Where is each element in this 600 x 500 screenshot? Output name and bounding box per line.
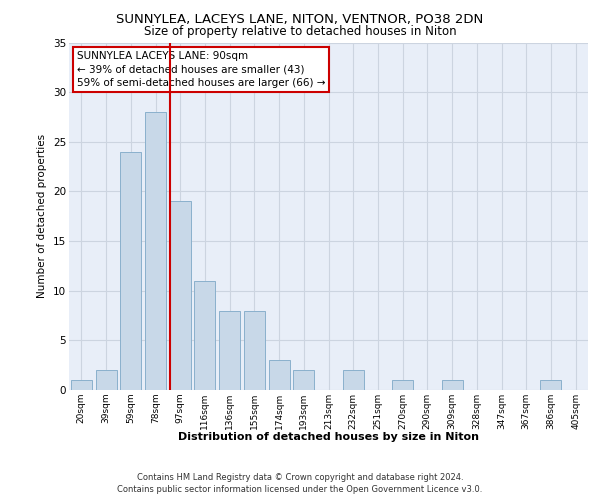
Bar xyxy=(541,380,562,390)
Bar xyxy=(244,310,265,390)
Bar xyxy=(71,380,92,390)
Bar xyxy=(442,380,463,390)
Bar xyxy=(95,370,116,390)
Text: SUNNYLEA, LACEYS LANE, NITON, VENTNOR, PO38 2DN: SUNNYLEA, LACEYS LANE, NITON, VENTNOR, P… xyxy=(116,12,484,26)
Bar xyxy=(219,310,240,390)
Bar xyxy=(293,370,314,390)
Bar xyxy=(145,112,166,390)
Bar xyxy=(120,152,141,390)
Text: SUNNYLEA LACEYS LANE: 90sqm
← 39% of detached houses are smaller (43)
59% of sem: SUNNYLEA LACEYS LANE: 90sqm ← 39% of det… xyxy=(77,51,325,88)
Text: Contains HM Land Registry data © Crown copyright and database right 2024.
Contai: Contains HM Land Registry data © Crown c… xyxy=(118,472,482,494)
Text: Size of property relative to detached houses in Niton: Size of property relative to detached ho… xyxy=(143,25,457,38)
Bar xyxy=(269,360,290,390)
Bar xyxy=(343,370,364,390)
Bar xyxy=(170,202,191,390)
Y-axis label: Number of detached properties: Number of detached properties xyxy=(37,134,47,298)
Bar xyxy=(194,281,215,390)
Bar xyxy=(392,380,413,390)
Text: Distribution of detached houses by size in Niton: Distribution of detached houses by size … xyxy=(178,432,479,442)
